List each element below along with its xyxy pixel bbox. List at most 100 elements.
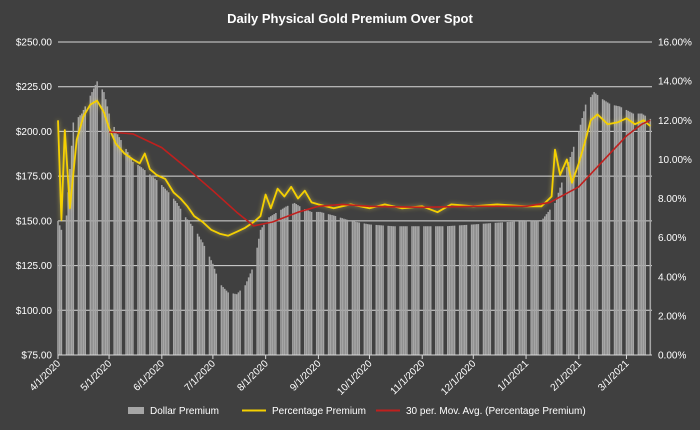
- bar: [184, 217, 187, 355]
- bar: [380, 225, 383, 355]
- bar: [518, 221, 521, 355]
- bar: [89, 95, 92, 356]
- bar: [191, 225, 194, 355]
- bar: [346, 219, 349, 355]
- legend: Dollar Premium Percentage Premium 30 per. …: [128, 406, 586, 417]
- bar: [164, 188, 166, 355]
- bar: [341, 218, 344, 355]
- bar: [108, 113, 110, 356]
- bar: [115, 131, 117, 355]
- bar: [579, 124, 582, 355]
- bar: [271, 215, 274, 355]
- bar: [198, 236, 201, 355]
- bar: [309, 211, 311, 355]
- bar: [212, 263, 214, 355]
- bar: [424, 226, 427, 355]
- bar: [208, 256, 211, 355]
- bar: [601, 99, 604, 355]
- bar: [58, 225, 61, 355]
- bar: [161, 185, 163, 355]
- bar: [477, 224, 480, 355]
- bar: [92, 88, 95, 355]
- bar: [84, 106, 86, 355]
- bar: [578, 131, 580, 355]
- bar: [613, 105, 616, 355]
- bar: [584, 104, 587, 355]
- bar: [298, 206, 301, 355]
- bar-layer: [57, 81, 652, 356]
- bar: [104, 99, 107, 355]
- bar: [334, 216, 337, 355]
- bar: [637, 113, 640, 356]
- x-tick-label: 5/1/2020: [79, 358, 115, 394]
- bar: [401, 226, 403, 355]
- bar: [464, 224, 466, 355]
- bar: [394, 226, 396, 355]
- y-left-tick-label: $200.00: [16, 127, 53, 138]
- bar: [162, 186, 165, 355]
- bar: [494, 222, 497, 355]
- bar: [201, 242, 204, 355]
- bar: [319, 211, 321, 355]
- bar: [412, 226, 415, 355]
- bar: [559, 187, 561, 355]
- bar: [167, 192, 170, 355]
- bar: [482, 223, 485, 355]
- bar: [188, 221, 190, 355]
- bar: [283, 207, 286, 355]
- y-right-tick-label: 8.00%: [658, 194, 686, 205]
- bar: [448, 225, 451, 355]
- bar: [132, 161, 134, 355]
- bar: [222, 287, 224, 355]
- bar: [572, 146, 575, 355]
- bar: [438, 226, 441, 355]
- bar: [186, 219, 189, 355]
- bar: [351, 221, 354, 355]
- bar: [537, 220, 539, 355]
- bar: [649, 118, 652, 355]
- moving-average-line: [109, 119, 651, 227]
- bar: [103, 92, 105, 355]
- bar: [532, 220, 534, 355]
- bar: [605, 101, 607, 355]
- legend-label: Percentage Premium: [272, 406, 366, 417]
- bar: [329, 214, 332, 355]
- bar: [554, 202, 556, 355]
- y-left-tick-label: $175.00: [16, 172, 53, 183]
- bar: [67, 192, 69, 355]
- bar: [247, 277, 250, 355]
- legend-label: Dollar Premium: [150, 406, 219, 417]
- bar: [166, 190, 168, 355]
- bar: [256, 247, 258, 355]
- bar: [235, 294, 238, 355]
- bar: [450, 225, 452, 355]
- bar: [237, 292, 240, 355]
- y-left-tick-label: $75.00: [21, 351, 52, 362]
- bar: [142, 168, 144, 355]
- y-right-tick-label: 6.00%: [658, 233, 686, 244]
- bar: [411, 226, 413, 355]
- bar: [452, 225, 454, 355]
- bar: [261, 227, 264, 355]
- bar: [244, 285, 246, 355]
- grid-layer: [58, 41, 652, 356]
- bar: [332, 215, 335, 355]
- bar: [57, 220, 59, 355]
- bar: [227, 292, 229, 355]
- bar: [285, 206, 287, 355]
- bar: [523, 220, 526, 355]
- bar: [60, 229, 63, 355]
- bar: [642, 114, 645, 355]
- bar: [69, 168, 71, 355]
- bar: [81, 113, 83, 356]
- bar: [292, 203, 294, 355]
- bar: [489, 223, 492, 355]
- x-tick-label: 7/1/2020: [183, 358, 219, 394]
- bar: [436, 226, 439, 355]
- bar: [120, 140, 122, 355]
- bar: [460, 225, 463, 355]
- bar: [94, 84, 97, 355]
- bar: [530, 220, 532, 355]
- bar: [603, 100, 606, 355]
